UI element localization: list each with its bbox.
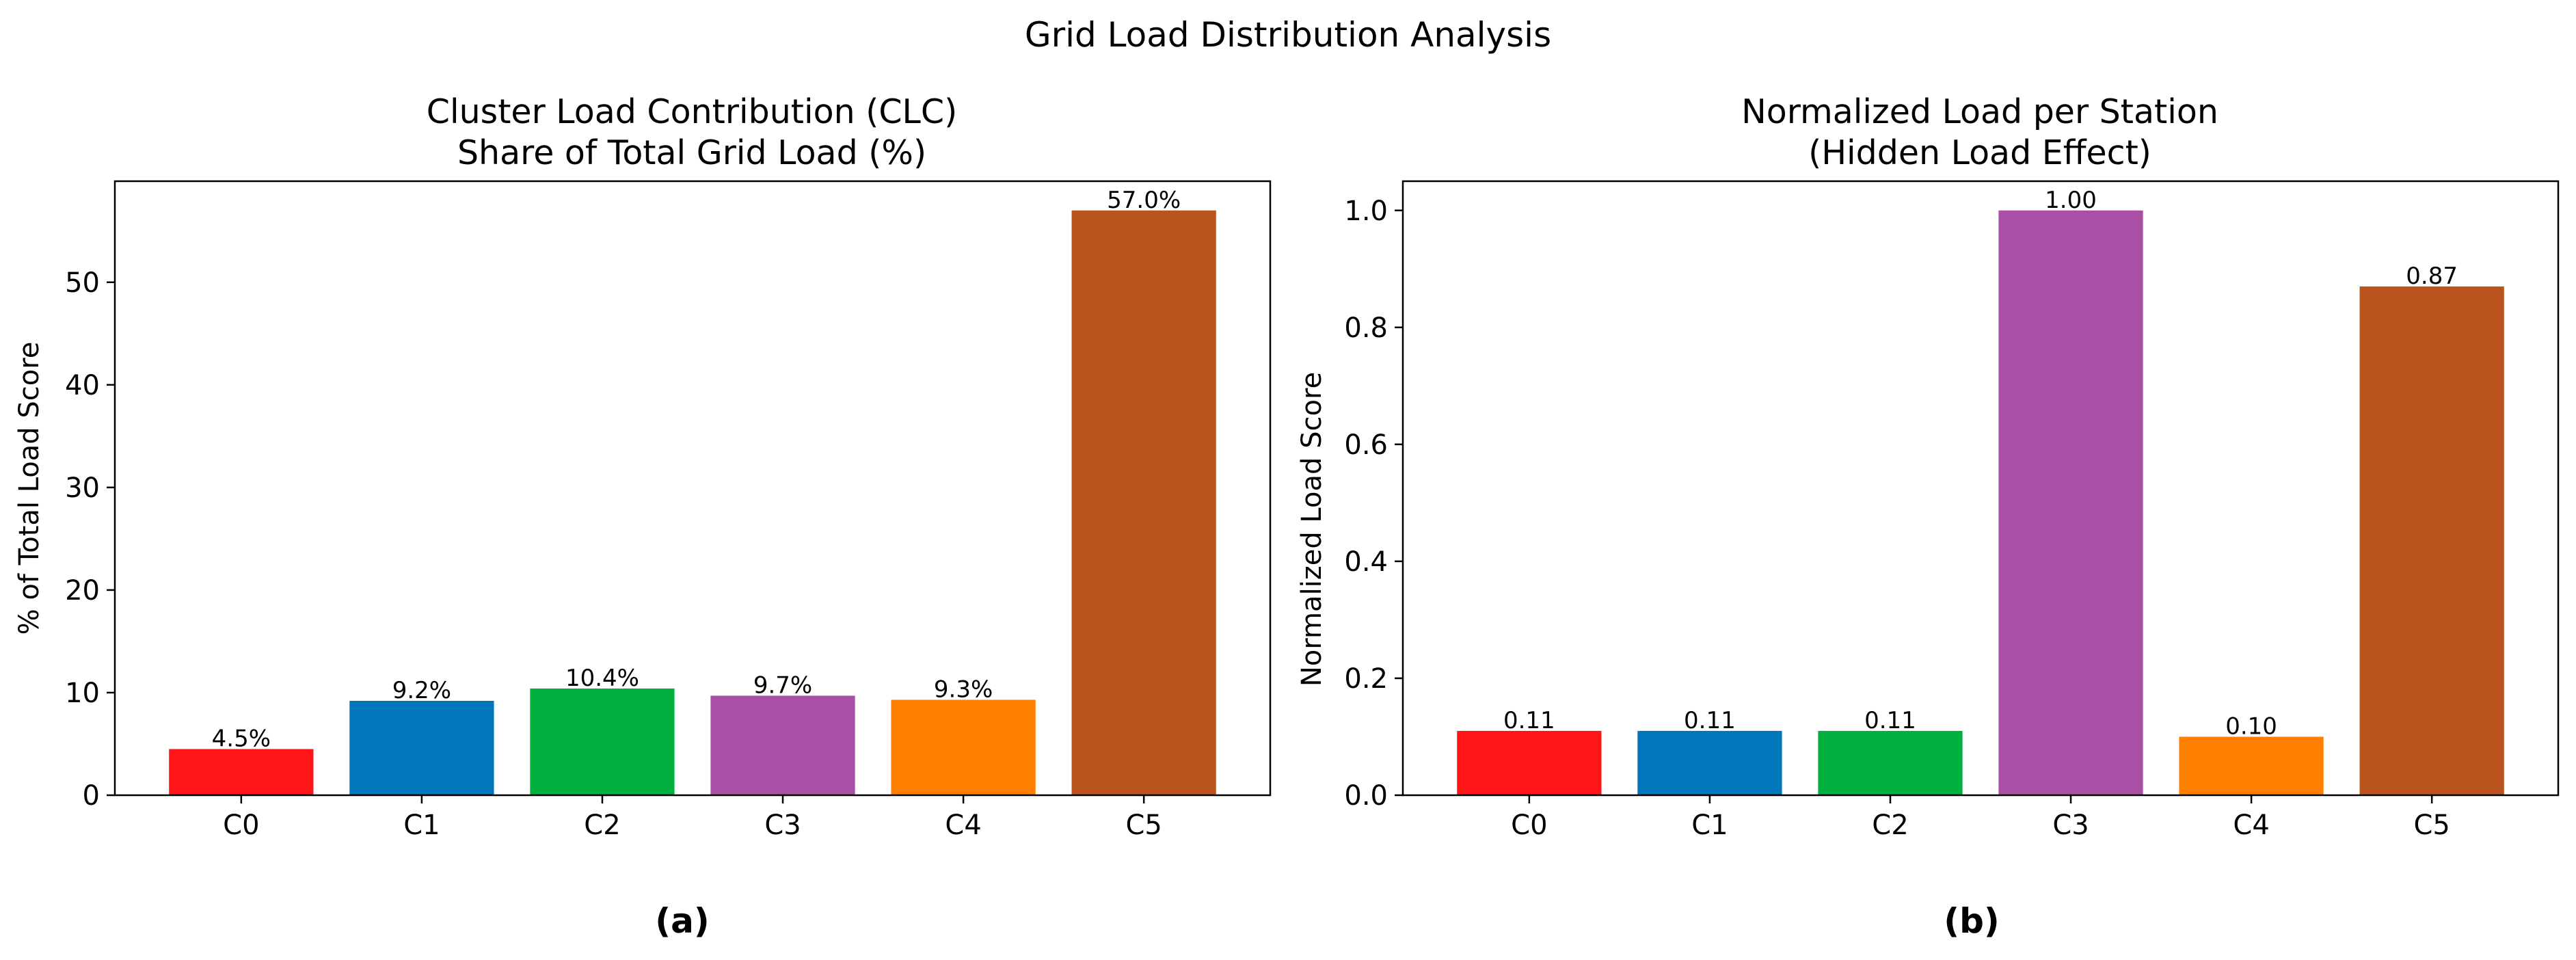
panel-a-bar-c4 (891, 699, 1036, 795)
panel-b-y-tick-label: 0.0 (1344, 780, 1388, 812)
panel-b-bar-c4 (2179, 736, 2324, 795)
panel-b-x-tick-label: C1 (1691, 810, 1728, 841)
panel-a-title-line-1: Cluster Load Contribution (CLC) (427, 92, 957, 131)
panel-b-bar-c2 (1818, 730, 1963, 795)
panel-b-title-line-2: (Hidden Load Effect) (1808, 133, 2151, 172)
panel-a-data-label-c0: 4.5% (212, 725, 271, 752)
panel-a-y-axis-label: % of Total Load Score (14, 342, 45, 635)
panel-b-y-tick-label: 0.8 (1344, 312, 1388, 344)
panel-a-x-tick-label: C5 (1125, 810, 1162, 841)
panel-a-y-tick-label: 30 (65, 472, 100, 504)
panel-a-data-label-c2: 10.4% (565, 665, 639, 692)
panel-a-x-tick-label: C1 (403, 810, 440, 841)
panel-b-label: (b) (1944, 901, 2000, 941)
panel-b-plot-area: 0.11 0.11 0.11 1.00 0.10 0.87 0.0 0.2 0.4 0.6 0.8 1… (1344, 180, 2560, 841)
panel-b-y-tick-label: 0.6 (1344, 429, 1388, 461)
panel-b-y-tick-label: 1.0 (1344, 196, 1388, 227)
panel-a-label: (a) (655, 901, 709, 941)
panel-a-data-label-c1: 9.2% (392, 677, 451, 704)
panel-b-x-tick-label: C0 (1511, 810, 1547, 841)
panel-a-y-tick-label: 0 (83, 780, 100, 812)
panel-a-bar-c1 (349, 700, 494, 795)
panel-a-y-tick-label: 10 (65, 678, 100, 709)
panel-b-x-tick-label: C3 (2052, 810, 2089, 841)
panel-a-bar-c0 (169, 749, 314, 795)
panel-b-bar-c5 (2359, 286, 2504, 795)
panel-a-title-line-2: Share of Total Grid Load (%) (457, 133, 926, 172)
panel-b-bar-c3 (1998, 210, 2143, 795)
panel-b-data-label-c2: 0.11 (1864, 707, 1916, 734)
panel-b-y-tick-label: 0.2 (1344, 663, 1388, 695)
panel-b-title-line-1: Normalized Load per Station (1741, 92, 2218, 131)
panel-b-data-label-c3: 1.00 (2045, 187, 2097, 214)
panel-b-data-label-c4: 0.10 (2225, 712, 2277, 740)
panel-b-data-label-c0: 0.11 (1503, 707, 1555, 734)
panel-a-x-tick-label: C3 (764, 810, 801, 841)
panel-b-bar-c0 (1457, 730, 1602, 795)
panel-b-axes-frame (1401, 180, 2560, 797)
panel-b-x-tick-label: C2 (1872, 810, 1908, 841)
panel-a-bar-c2 (530, 688, 675, 795)
panel-b-x-tick-label: C5 (2413, 810, 2450, 841)
panel-b-bar-c1 (1637, 730, 1782, 795)
panel-a-bar-c5 (1071, 210, 1216, 795)
panel-a-x-tick-label: C2 (584, 810, 620, 841)
panel-a-x-tick-label: C0 (223, 810, 259, 841)
panel-b-data-label-c1: 0.11 (1684, 707, 1736, 734)
panel-b-x-tick-label: C4 (2233, 810, 2269, 841)
panel-a-y-tick-label: 20 (65, 575, 100, 606)
chart-panel-a: Cluster Load Contribution (CLC) Share of… (14, 92, 1272, 941)
panel-a-data-label-c5: 57.0% (1107, 187, 1181, 214)
panel-a-bar-c3 (710, 695, 855, 795)
figure-title: Grid Load Distribution Analysis (1025, 15, 1551, 55)
panel-a-data-label-c4: 9.3% (934, 676, 993, 703)
panel-b-y-tick-label: 0.4 (1344, 546, 1388, 578)
panel-a-x-tick-label: C4 (945, 810, 981, 841)
panel-a-plot-area: 4.5% 9.2% 10.4% 9.7% 9.3% 57.0% 0 10 20 30 40 50 C0 C… (65, 180, 1272, 841)
panel-a-data-label-c3: 9.7% (753, 671, 812, 699)
panel-a-y-tick-label: 50 (65, 267, 100, 299)
chart-panel-b: Normalized Load per Station (Hidden Load… (1296, 92, 2560, 941)
panel-b-data-label-c5: 0.87 (2406, 263, 2458, 290)
panel-a-y-tick-label: 40 (65, 370, 100, 401)
panel-b-y-axis-label: Normalized Load Score (1296, 372, 1328, 686)
